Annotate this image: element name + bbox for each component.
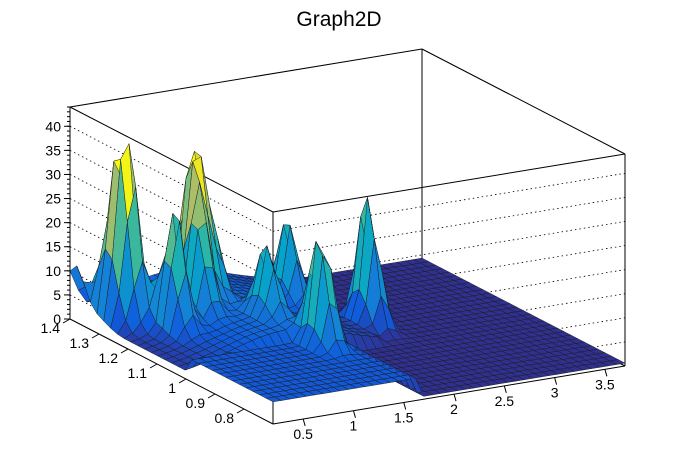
x-tick [503, 385, 507, 394]
z-tick-label: 5 [53, 287, 61, 303]
gridline-z [69, 174, 274, 280]
frame-edge [69, 318, 274, 425]
gridline-z [69, 150, 274, 256]
gridline-z [69, 125, 274, 232]
y-tick [149, 363, 158, 369]
z-tick-label: 30 [45, 166, 61, 182]
surface-mesh [69, 143, 626, 403]
y-tick-label: 1.1 [128, 365, 148, 381]
x-tick-label: 1.5 [394, 409, 414, 425]
y-tick [91, 333, 100, 339]
gridline-z [272, 221, 626, 280]
y-tick [62, 318, 71, 324]
x-tick [453, 394, 457, 402]
frame-edge [272, 365, 626, 425]
x-tick [302, 418, 306, 427]
x-tick-label: 3.5 [595, 376, 615, 392]
y-tick [120, 348, 129, 354]
y-tick-label: 1.3 [70, 335, 90, 351]
y-tick [207, 393, 216, 399]
x-tick [554, 377, 558, 385]
y-tick-label: 0.8 [215, 410, 235, 426]
box-frame-front [69, 318, 626, 425]
y-tick-label: 0.9 [186, 395, 206, 411]
surface-cell [609, 359, 626, 365]
x-tick [604, 369, 608, 377]
frame-edge [272, 153, 626, 213]
gridline-z [272, 196, 626, 256]
y-tick-label: 1.4 [41, 320, 61, 336]
z-tick-label: 25 [45, 191, 61, 207]
z-tick-label: 10 [45, 263, 61, 279]
x-tick-label: 2.5 [495, 393, 515, 409]
frame-edge [69, 48, 423, 108]
x-tick [352, 410, 356, 418]
surface-cell [69, 265, 86, 291]
y-tick [178, 378, 187, 384]
frame-edge [421, 48, 626, 155]
x-tick [403, 402, 407, 410]
z-tick-label: 20 [45, 215, 61, 231]
z-tick-label: 15 [45, 239, 61, 255]
frame-edge [69, 106, 274, 213]
axes: 0 5 10 15 20 25 30 35 40 0.8 0.9 1 1.1 1.2 1.3 1.4 0.5 1 1… [41, 106, 615, 442]
y-tick-label: 1 [168, 380, 176, 396]
y-tick [236, 408, 245, 414]
x-tick-label: 3 [551, 385, 559, 401]
z-tick-label: 0 [53, 311, 61, 327]
z-tick-label: 40 [45, 118, 61, 134]
x-tick-label: 0.5 [293, 426, 313, 442]
x-tick-label: 2 [450, 401, 458, 417]
y-tick-label: 1.2 [99, 350, 119, 366]
gridline-z [272, 172, 626, 232]
chart-title: Graph2D [296, 8, 381, 31]
z-tick-label: 35 [45, 142, 61, 158]
x-tick-label: 1 [350, 418, 358, 434]
